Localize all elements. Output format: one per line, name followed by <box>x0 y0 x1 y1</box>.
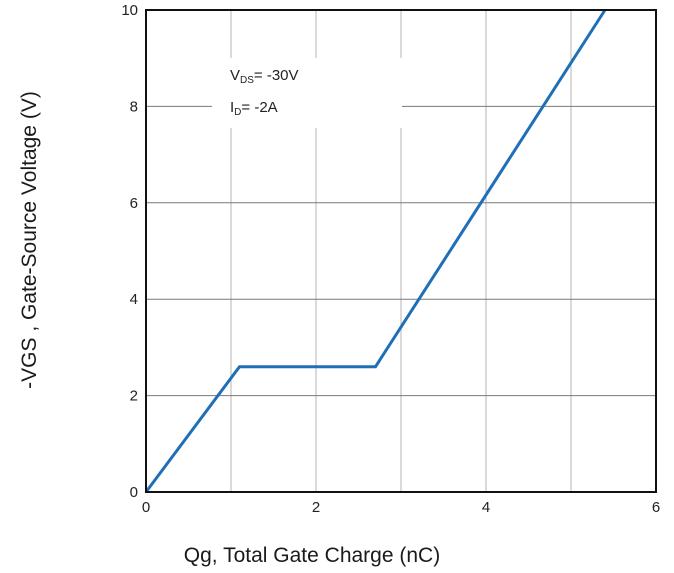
x-tick-label: 0 <box>142 499 150 516</box>
annotation-id: ID= -2A <box>230 99 278 118</box>
annotation-vds-main: V <box>230 67 240 84</box>
series-group <box>144 9 607 493</box>
tick-labels: 0 2 4 6 0 2 4 6 8 10 <box>121 2 660 516</box>
annotation-vds: VDS= -30V <box>230 67 299 86</box>
series-line <box>144 9 607 493</box>
x-tick-label: 6 <box>652 499 660 516</box>
plot-frame <box>145 9 657 493</box>
y-tick-label: 2 <box>130 388 138 405</box>
annotation-id-sub: D <box>234 107 241 118</box>
x-tick-label: 2 <box>312 499 320 516</box>
y-axis-title: -VGS , Gate-Source Voltage (V) <box>18 91 41 389</box>
annotation-vds-sub: DS <box>240 75 254 86</box>
x-tick-label: 4 <box>482 499 490 516</box>
y-tick-label: 0 <box>130 484 138 501</box>
annotation-background <box>212 58 402 128</box>
y-tick-label: 10 <box>121 2 138 19</box>
annotation-vds-value: = -30V <box>254 67 299 84</box>
y-tick-label: 4 <box>130 291 138 308</box>
annotation-id-value: = -2A <box>241 99 277 116</box>
x-axis-title: Qg, Total Gate Charge (nC) <box>184 544 440 567</box>
y-tick-label: 6 <box>130 195 138 212</box>
y-tick-label: 8 <box>130 98 138 115</box>
annotation-id-main: I <box>230 99 234 116</box>
